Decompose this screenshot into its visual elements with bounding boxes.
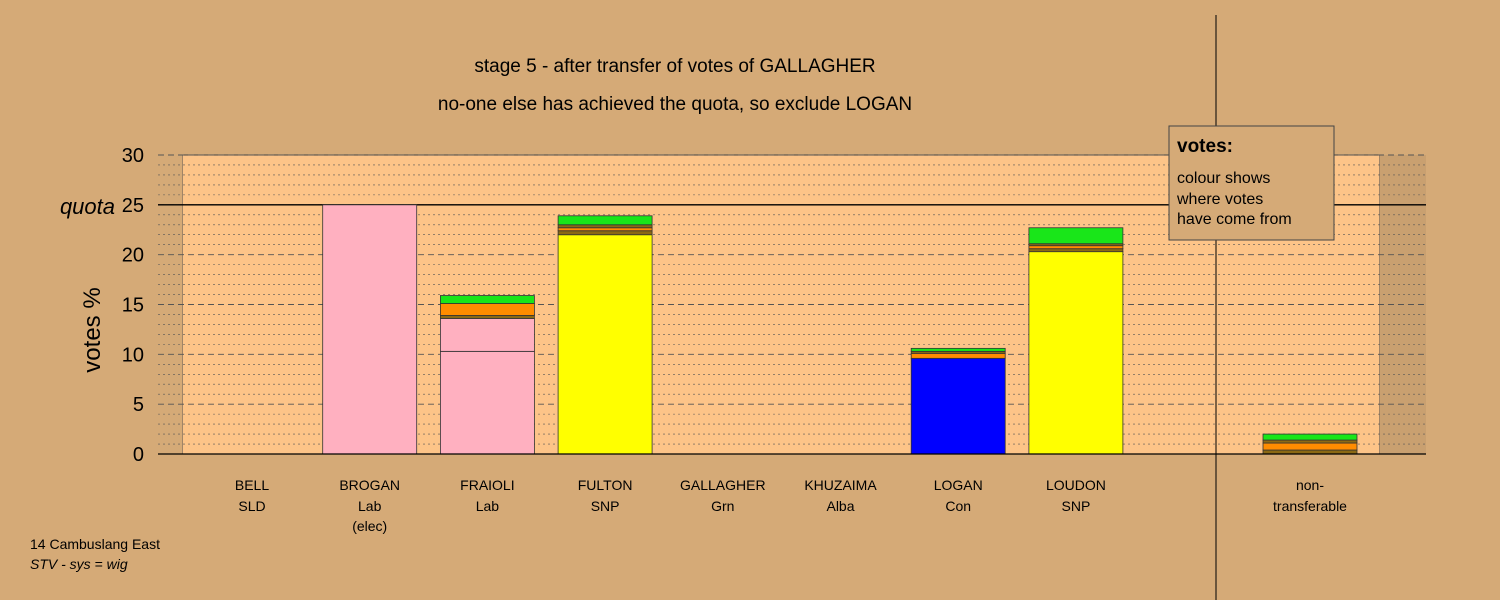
quota-label: quota xyxy=(60,194,115,219)
y-tick-label: 10 xyxy=(122,344,144,366)
footer-ward: 14 Cambuslang East xyxy=(30,536,160,552)
bar-segment xyxy=(1028,227,1124,245)
bar-segment xyxy=(557,227,653,232)
y-tick-label: 15 xyxy=(122,295,144,317)
bar-logan xyxy=(910,347,1006,455)
legend-line-3: have come from xyxy=(1177,211,1292,228)
non-transferable-label-2: transferable xyxy=(1273,498,1347,514)
bar-loudon xyxy=(1028,227,1124,455)
footer-system: STV - sys = wig xyxy=(30,556,128,572)
bar-segment xyxy=(1262,433,1358,441)
y-tick-label: 20 xyxy=(122,245,144,267)
y-tick-label: 5 xyxy=(133,394,144,416)
candidate-name: GALLAGHER xyxy=(680,477,766,493)
candidate-name: LOUDON xyxy=(1046,477,1106,493)
chart-subtitle: no-one else has achieved the quota, so e… xyxy=(438,94,912,115)
y-axis-label: votes % xyxy=(79,287,106,372)
chart-title: stage 5 - after transfer of votes of GAL… xyxy=(474,56,875,77)
bar-segment xyxy=(1028,251,1124,455)
candidate-party: SLD xyxy=(238,498,265,514)
bar-segment xyxy=(1028,245,1124,250)
bar-segment xyxy=(1262,439,1358,444)
candidate-party: SNP xyxy=(1062,498,1091,514)
legend-line-2: where votes xyxy=(1176,191,1263,208)
candidate-name: BROGAN xyxy=(339,477,400,493)
x-category-labels: BELL SLD BROGAN Lab (elec) FRAIOLI Lab FULTON SN… xyxy=(235,477,1347,534)
candidate-note: (elec) xyxy=(352,518,387,534)
bar-non-transferable xyxy=(1262,433,1358,455)
bar-segment xyxy=(439,303,535,316)
candidate-party: SNP xyxy=(591,498,620,514)
bar-segment xyxy=(439,318,535,352)
candidate-party: Alba xyxy=(826,498,854,514)
bar-segment xyxy=(910,352,1006,359)
bar-segment xyxy=(322,204,418,455)
bar-segment xyxy=(439,295,535,304)
bar-segment xyxy=(557,234,653,455)
candidate-name: FULTON xyxy=(578,477,633,493)
y-tick-label: 25 xyxy=(122,195,144,217)
bar-fulton xyxy=(557,215,653,455)
bar-segment xyxy=(1262,442,1358,451)
y-tick-label: 0 xyxy=(133,444,144,466)
candidate-name: KHUZAIMA xyxy=(804,477,877,493)
bar-segment xyxy=(557,224,653,229)
bar-segment xyxy=(439,315,535,319)
bar-segment xyxy=(557,215,653,226)
bar-segment xyxy=(910,347,1006,352)
legend-box: votes: colour shows where votes have com… xyxy=(1168,125,1335,241)
bar-fraioli xyxy=(439,295,535,455)
y-tick-label: 30 xyxy=(122,145,144,167)
y-tick-labels: 0 5 10 15 20 25 30 xyxy=(122,145,144,466)
bar-segment xyxy=(439,350,535,455)
candidate-party: Lab xyxy=(358,498,382,514)
bar-segment xyxy=(557,230,653,236)
bar-segment xyxy=(910,357,1006,455)
bar-brogan xyxy=(322,204,418,455)
candidate-name: BELL xyxy=(235,477,269,493)
bar-segment xyxy=(1028,248,1124,253)
legend-title: votes: xyxy=(1177,136,1233,157)
non-transferable-label-1: non- xyxy=(1296,477,1324,493)
candidate-name: FRAIOLI xyxy=(460,477,514,493)
legend-line-1: colour shows xyxy=(1177,170,1270,187)
candidate-party: Grn xyxy=(711,498,734,514)
candidate-party: Con xyxy=(945,498,971,514)
candidate-party: Lab xyxy=(476,498,500,514)
candidate-name: LOGAN xyxy=(934,477,983,493)
axes xyxy=(158,15,1426,600)
